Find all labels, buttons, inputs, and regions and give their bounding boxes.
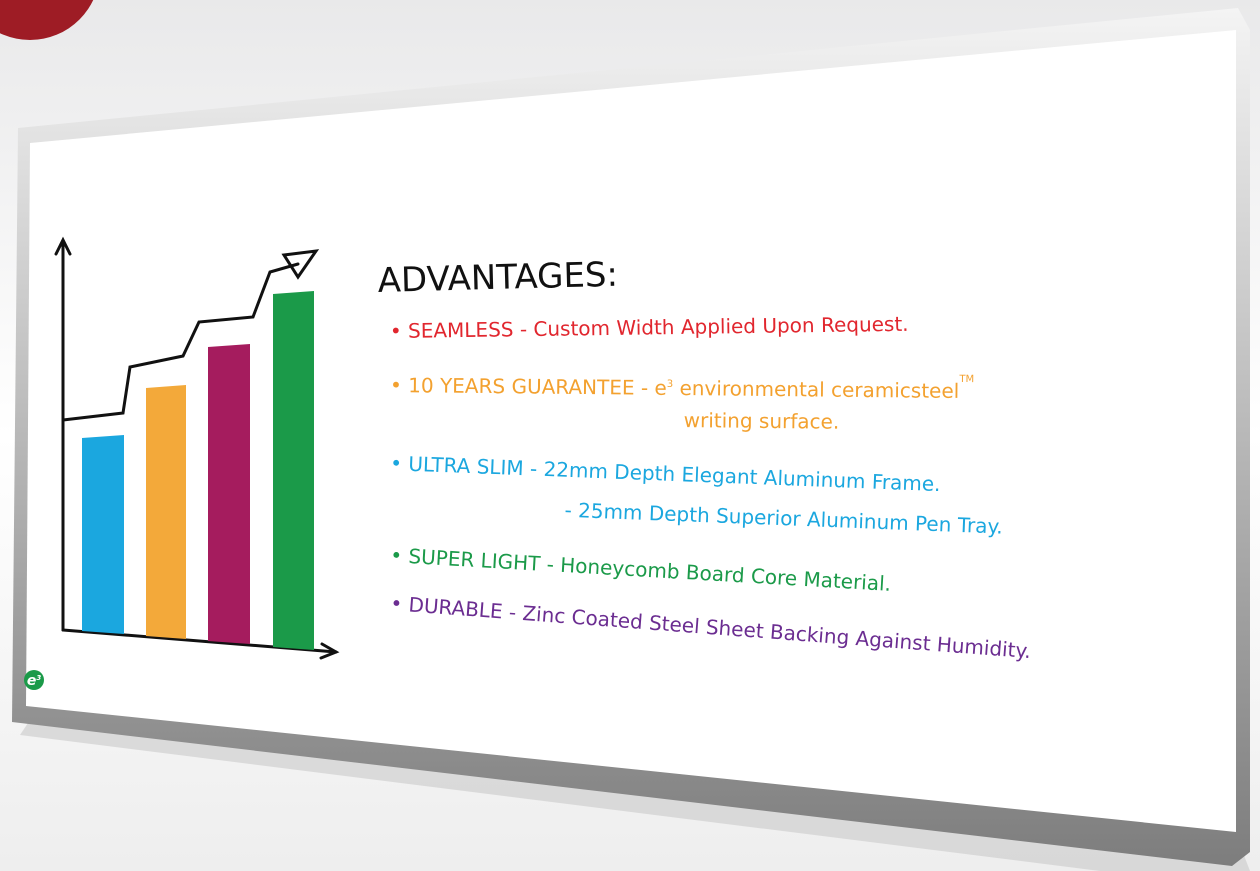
logo-sup: 3 [36,674,41,682]
writing-surface [26,30,1236,832]
trademark: TM [958,374,974,385]
whiteboard-image: e3 ADVANTAGES: • SEAMLESS - Custom Width… [0,0,1260,871]
logo: e3 [24,670,44,690]
item-text: writing surface. [684,408,840,434]
doodle-bar [82,435,124,634]
doodle-bar [273,291,314,650]
logo-letter: e [27,673,37,689]
item-line: environmental ceramicsteel [673,376,959,403]
item-line: 10 YEARS GUARANTEE - e [408,373,667,400]
title: ADVANTAGES: [377,255,618,301]
doodle-bar [208,344,250,644]
doodle-bar [146,385,186,639]
